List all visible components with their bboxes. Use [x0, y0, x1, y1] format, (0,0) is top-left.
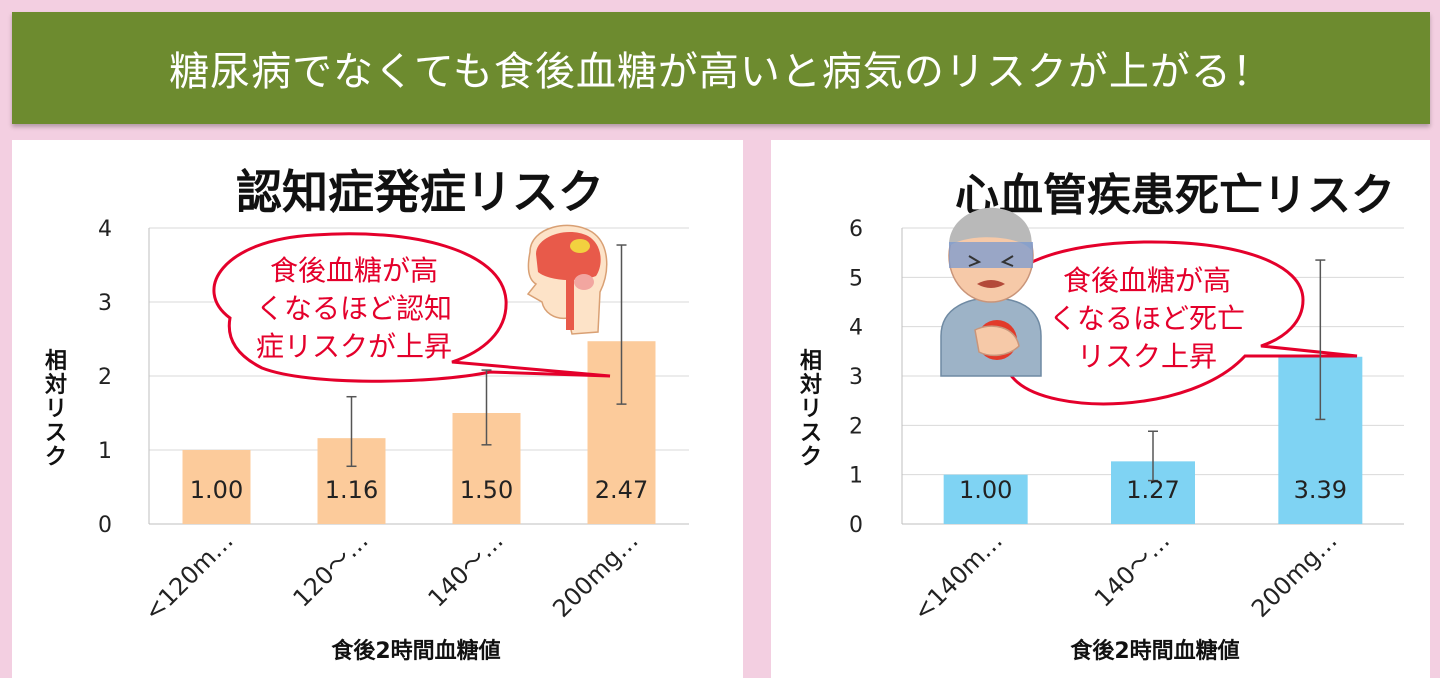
- data-label: 1.16: [325, 476, 378, 504]
- y-tick-label: 0: [98, 513, 112, 538]
- bar: [943, 474, 1028, 524]
- chart-title: 心血管疾患死亡リスク: [955, 170, 1395, 221]
- callout-text-line: 食後血糖が高: [1063, 264, 1231, 297]
- y-tick-label: 3: [849, 365, 863, 390]
- callout-text-line: くなるほど認知: [256, 292, 452, 325]
- cardiovascular-risk-panel: 心血管疾患死亡リスク 0 1 2 3 4 5 6 食後血糖が高 くなるほど死亡 リスク上昇 1.00 1…: [771, 140, 1430, 678]
- y-tick-label: 0: [849, 513, 863, 538]
- brain-highlight: [570, 239, 590, 253]
- data-label: 1.00: [959, 476, 1012, 504]
- y-tick-label: 4: [98, 217, 112, 242]
- y-axis-label-char: 対: [800, 373, 822, 398]
- callout-text-line: くなるほど死亡: [1049, 302, 1245, 335]
- category-label: 140～…: [423, 526, 509, 612]
- category-label: 200mg…: [1246, 526, 1342, 622]
- hair-shape: [949, 207, 1032, 250]
- chart-title: 認知症発症リスク: [236, 165, 604, 219]
- x-axis-label: 食後2時間血糖値: [331, 638, 500, 664]
- callout-bubble-shape: [993, 240, 1358, 406]
- y-tick-label: 4: [849, 316, 863, 341]
- cerebellum: [574, 274, 594, 290]
- y-tick-label: 2: [849, 414, 863, 439]
- category-label: 200mg…: [547, 526, 643, 622]
- data-label: 1.50: [460, 476, 513, 504]
- y-axis-label-char: 相: [45, 349, 67, 374]
- category-label: 120～…: [288, 526, 374, 612]
- data-label: 1.27: [1126, 476, 1179, 504]
- y-tick-label: 1: [98, 439, 112, 464]
- y-tick-label: 6: [849, 217, 863, 242]
- brain-illustration-icon: [526, 224, 608, 335]
- bar: [182, 450, 251, 524]
- mouth-shape: [977, 280, 1005, 288]
- callout-text-line: リスク上昇: [1077, 340, 1217, 373]
- hand-shape: [974, 325, 1020, 357]
- category-label: <120m…: [139, 526, 239, 626]
- callout-bubble-shape: [212, 232, 611, 383]
- y-axis-label-char: ク: [45, 445, 67, 470]
- y-tick-label: 3: [98, 291, 112, 316]
- error-bar: [616, 244, 627, 405]
- error-bar: [346, 395, 357, 468]
- data-label: 2.47: [595, 476, 648, 504]
- chest-pain-elderly-man-icon: [940, 207, 1042, 377]
- y-axis-label-char: 相: [800, 349, 822, 374]
- data-label: 3.39: [1294, 476, 1347, 504]
- y-tick-label: 2: [98, 365, 112, 390]
- y-axis-label-char: ス: [45, 421, 67, 446]
- callout-text-line: 症リスクが上昇: [256, 330, 452, 363]
- y-axis-label-char: ス: [800, 421, 822, 446]
- data-label: 1.00: [190, 476, 243, 504]
- squint-eyes: [968, 255, 1014, 267]
- banner-title: 糖尿病でなくても食後血糖が高いと病気のリスクが上がる！: [169, 49, 1273, 95]
- y-tick-label: 1: [849, 464, 863, 489]
- y-axis-label-char: リ: [800, 397, 822, 422]
- y-axis-label-char: リ: [45, 397, 67, 422]
- brain-shape: [536, 232, 601, 281]
- x-axis-label: 食後2時間血糖値: [1070, 638, 1239, 664]
- category-label: <140m…: [908, 526, 1008, 626]
- error-bar: [1315, 259, 1326, 421]
- error-bar: [1148, 430, 1158, 482]
- y-tick-label: 5: [849, 266, 863, 291]
- error-bar: [481, 369, 492, 446]
- y-axis-label-char: 対: [45, 373, 67, 398]
- pale-shade: [949, 242, 1033, 268]
- category-label: 140～…: [1089, 526, 1175, 612]
- y-axis-label-char: ク: [800, 445, 822, 470]
- title-banner: 糖尿病でなくても食後血糖が高いと病気のリスクが上がる！: [12, 12, 1430, 124]
- callout-text-line: 食後血糖が高: [270, 254, 438, 287]
- dementia-risk-panel: 認知症発症リスク 0 1 2 3 4 食後血糖が高 くなるほど認知 症リスクが上昇 1.00 1.1…: [12, 140, 743, 678]
